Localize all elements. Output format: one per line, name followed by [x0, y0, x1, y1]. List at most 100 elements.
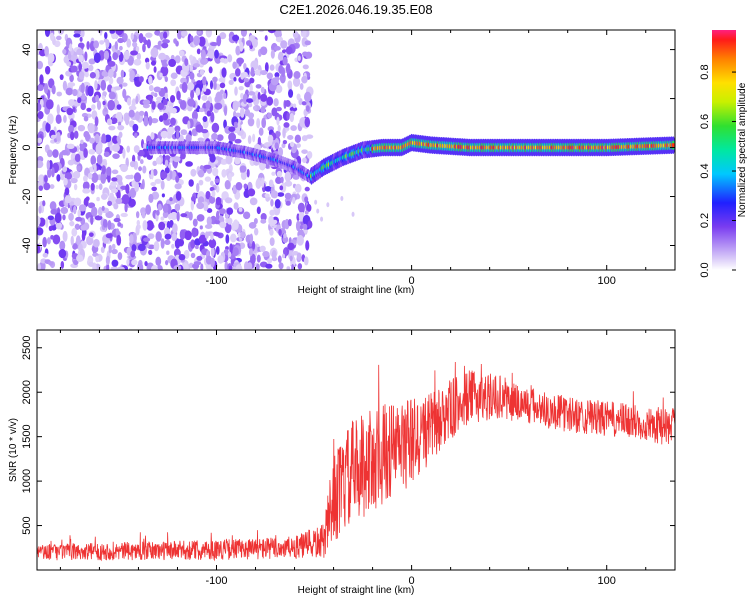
- spectrogram-cell: [180, 77, 187, 84]
- spectrogram-cell: [131, 102, 136, 108]
- spectrogram-cell: [108, 125, 116, 131]
- spectrogram-cell: [275, 130, 281, 138]
- spectrogram-panel: -100 0 100 -40 -20 0 20 40 Height of straight …: [8, 29, 676, 296]
- spectrogram-cell: [181, 30, 188, 37]
- spectrogram-cell: [270, 190, 279, 199]
- spectrogram-cell: [211, 122, 220, 133]
- spectrogram-cell: [284, 171, 292, 183]
- spectrogram-cell: [144, 261, 148, 267]
- spectrogram-cell: [249, 77, 255, 84]
- spectrogram-cell: [117, 266, 125, 270]
- spectrogram-cell: [294, 134, 301, 143]
- spectrogram-cell: [268, 179, 274, 188]
- spectrogram-cell: [303, 256, 309, 266]
- spectrogram-cell: [187, 98, 195, 107]
- spectrogram-cell: [199, 108, 205, 113]
- spectrogram-cell: [129, 174, 134, 180]
- snr-frame: [36, 329, 676, 571]
- spectrogram-cell: [282, 235, 289, 244]
- spectrogram-cell: [144, 57, 150, 64]
- spectrogram-cell: [158, 32, 165, 38]
- spectrogram-cell: [83, 130, 90, 138]
- spectrogram-cell: [214, 232, 221, 237]
- spectrogram-cell: [118, 131, 123, 138]
- spectrogram-cell: [72, 205, 77, 215]
- x-tick-label: 100: [598, 275, 616, 287]
- spectrogram-cell: [76, 254, 84, 262]
- spectrogram-cell: [111, 169, 119, 175]
- spectrogram-cell: [95, 255, 100, 263]
- spectrogram-cell: [111, 259, 119, 267]
- spectrogram-cell: [174, 125, 181, 133]
- spectrogram-cell: [269, 228, 274, 236]
- spectrogram-cell: [111, 177, 118, 182]
- colorbar-tick-label: 0.8: [699, 64, 711, 79]
- spectrogram-cell: [107, 84, 113, 93]
- spectrogram-cell: [261, 117, 267, 129]
- spectrogram-cell: [112, 153, 120, 159]
- spectrogram-cell: [217, 255, 224, 264]
- y-tick-label: 1500: [21, 424, 33, 448]
- spectrogram-cell: [62, 49, 67, 55]
- spectrogram-cell: [187, 120, 191, 130]
- spectrogram-cell: [60, 206, 69, 215]
- spectrogram-cell: [52, 234, 61, 245]
- spectrogram-cell: [203, 164, 212, 170]
- spectrogram-cell: [214, 219, 220, 225]
- spectrogram-cell: [260, 93, 268, 102]
- spectrogram-cell: [198, 234, 207, 244]
- spectrogram-cell: [56, 91, 63, 97]
- spectrogram-cell: [37, 84, 44, 92]
- spectrogram-cell: [170, 79, 177, 87]
- spectrogram-cell: [79, 36, 83, 42]
- spectrogram-cell: [145, 61, 150, 70]
- spectrogram-cell: [88, 232, 94, 237]
- spectrogram-cell: [224, 197, 233, 204]
- spectrogram-cell: [299, 224, 304, 230]
- spectrogram-cell: [128, 105, 137, 111]
- spectrogram-cell: [47, 113, 54, 125]
- spectrogram-cell: [158, 221, 166, 231]
- spectrogram-cell: [277, 192, 285, 197]
- spectrogram-cell: [124, 114, 130, 126]
- spectrogram-cell: [142, 165, 147, 174]
- spectrogram-cell: [219, 32, 227, 40]
- spectrogram-cell: [121, 82, 128, 87]
- spectrogram-cell: [73, 30, 82, 35]
- spectrogram-cell: [287, 218, 292, 227]
- spectrogram-cell: [117, 124, 125, 131]
- spectrogram-cell: [173, 160, 178, 169]
- spectrogram-cell: [256, 117, 261, 129]
- spectrogram-cell: [162, 112, 169, 121]
- spectrogram-cell: [304, 116, 311, 128]
- spectrogram-cell: [292, 196, 296, 205]
- spectrogram-cell: [150, 132, 155, 140]
- spectrogram-cell: [42, 252, 49, 258]
- spectrogram-cell: [264, 193, 270, 198]
- spectrogram-cell: [326, 202, 330, 208]
- spectrogram-cell: [191, 195, 196, 202]
- spectrogram-cell: [56, 131, 61, 142]
- spectrogram-cell: [72, 106, 76, 113]
- spectrogram-cell: [90, 155, 97, 166]
- spectrogram-cell: [73, 170, 81, 179]
- spectrogram-cell: [111, 117, 118, 124]
- spectrogram-cell: [306, 203, 312, 212]
- spectrogram-cell: [82, 188, 91, 194]
- spectrogram-cell: [148, 84, 154, 92]
- spectrogram-cell: [204, 176, 212, 182]
- spectrogram-cell: [243, 211, 251, 220]
- spectrogram-cell: [671, 142, 675, 148]
- spectrogram-cell: [175, 191, 182, 201]
- spectrogram-cell: [146, 220, 154, 231]
- spectrogram-cell: [107, 219, 112, 231]
- spectrogram-cell: [302, 64, 309, 70]
- spectrogram-cell: [234, 67, 241, 77]
- spectrogram-cell: [263, 142, 272, 147]
- spectrogram-cell: [227, 54, 233, 63]
- spectrogram-cell: [218, 77, 225, 83]
- spectrogram-cell: [155, 231, 162, 242]
- spectrogram-cell: [182, 263, 189, 270]
- spectrogram-cell: [296, 252, 302, 261]
- spectrogram-cell: [91, 104, 96, 110]
